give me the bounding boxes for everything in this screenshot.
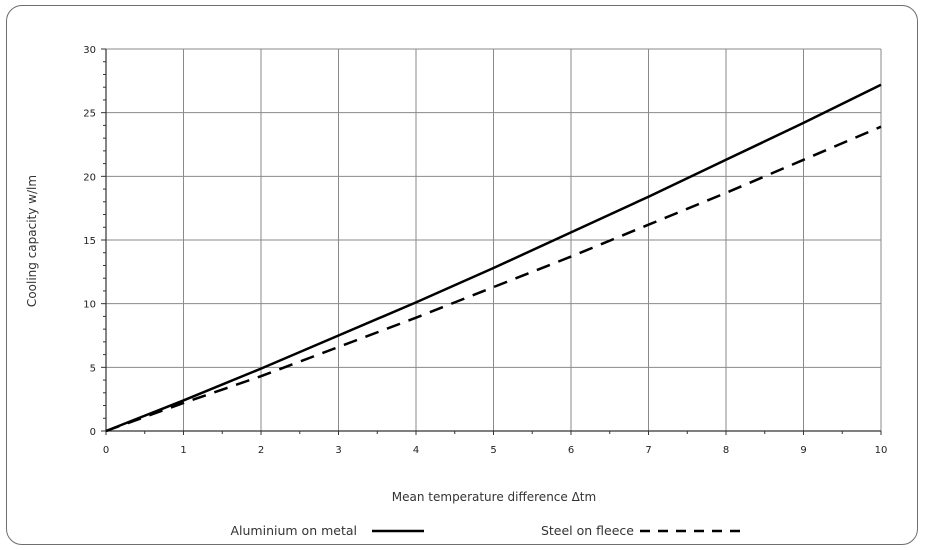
- legend-label-aluminium: Aluminium on metal: [230, 523, 357, 538]
- y-tick-label: 15: [83, 236, 96, 247]
- y-axis-title: Cooling capacity w/lm: [25, 175, 39, 307]
- chart-frame: [6, 5, 918, 545]
- x-tick-label: 3: [335, 445, 341, 456]
- y-tick-label: 10: [83, 300, 96, 311]
- y-tick-label: 20: [83, 172, 96, 183]
- x-tick-label: 2: [258, 445, 264, 456]
- y-tick-label: 0: [90, 427, 96, 438]
- x-tick-label: 0: [103, 445, 109, 456]
- x-tick-label: 5: [490, 445, 496, 456]
- gridlines: [106, 48, 882, 431]
- x-tick-label: 7: [645, 445, 651, 456]
- series-line-aluminium: [105, 83, 882, 433]
- x-tick-label: 9: [800, 445, 806, 456]
- x-tick-label: 1: [180, 445, 186, 456]
- x-axis-title: Mean temperature difference Δtm: [392, 490, 596, 504]
- y-tick-label: 30: [83, 45, 96, 56]
- x-tick-label: 10: [875, 445, 888, 456]
- x-tick-label: 8: [723, 445, 729, 456]
- x-tick-labels: 0 1 2 3 4 5 6 7 8 9 10: [103, 445, 888, 456]
- y-tick-label: 25: [83, 109, 96, 120]
- y-tick-labels: 0 5 10 15 20 25 30: [83, 45, 96, 438]
- x-tick-label: 6: [568, 445, 574, 456]
- axes: [101, 48, 882, 435]
- legend: Aluminium on metal Steel on fleece: [230, 523, 745, 538]
- y-tick-label: 5: [90, 363, 96, 374]
- x-tick-label: 4: [413, 445, 419, 456]
- series-line-steel: [105, 125, 882, 433]
- series-lines: [105, 83, 882, 433]
- legend-label-steel: Steel on fleece: [541, 523, 634, 538]
